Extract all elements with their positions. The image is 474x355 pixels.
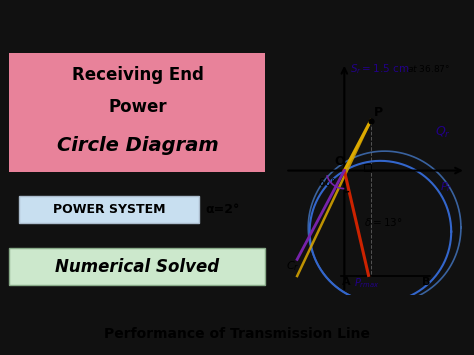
Text: α=2°: α=2°: [206, 203, 240, 217]
Text: Receiving End: Receiving End: [72, 66, 203, 84]
Text: Performance of Transmission Line: Performance of Transmission Line: [104, 327, 370, 341]
FancyBboxPatch shape: [9, 53, 265, 172]
Text: Circle Diagram: Circle Diagram: [56, 136, 219, 155]
FancyBboxPatch shape: [19, 196, 199, 223]
Text: Power: Power: [108, 98, 167, 116]
Text: POWER SYSTEM: POWER SYSTEM: [53, 203, 165, 217]
FancyBboxPatch shape: [9, 248, 265, 285]
Text: Numerical Solved: Numerical Solved: [55, 257, 219, 275]
